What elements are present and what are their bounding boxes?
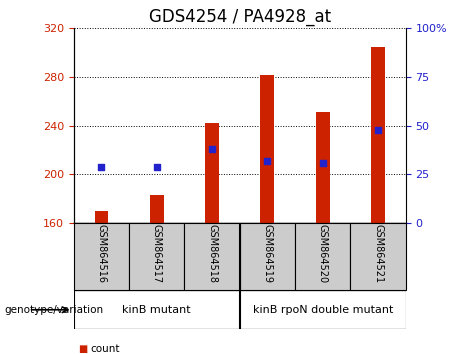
Text: kinB mutant: kinB mutant [123, 305, 191, 315]
FancyBboxPatch shape [350, 223, 406, 290]
FancyBboxPatch shape [74, 223, 129, 290]
Text: GSM864517: GSM864517 [152, 224, 162, 284]
FancyBboxPatch shape [184, 223, 240, 290]
Text: GSM864516: GSM864516 [96, 224, 106, 283]
Point [98, 164, 105, 169]
Text: genotype/variation: genotype/variation [5, 305, 104, 315]
FancyBboxPatch shape [295, 223, 350, 290]
Bar [95, 211, 108, 223]
Text: kinB rpoN double mutant: kinB rpoN double mutant [253, 305, 393, 315]
FancyBboxPatch shape [129, 223, 184, 290]
Bar [205, 123, 219, 223]
Bar [150, 195, 164, 223]
Title: GDS4254 / PA4928_at: GDS4254 / PA4928_at [148, 8, 331, 25]
Point [374, 127, 382, 132]
FancyBboxPatch shape [240, 223, 295, 290]
Bar [371, 47, 385, 223]
Text: ■: ■ [78, 344, 88, 354]
Text: GSM864520: GSM864520 [318, 224, 328, 284]
Point [319, 160, 326, 166]
Point [153, 164, 160, 169]
Text: count: count [90, 344, 119, 354]
Text: GSM864521: GSM864521 [373, 224, 383, 284]
Bar [316, 112, 330, 223]
Point [208, 146, 216, 152]
Point [264, 158, 271, 164]
Text: GSM864518: GSM864518 [207, 224, 217, 283]
Bar [260, 75, 274, 223]
Text: GSM864519: GSM864519 [262, 224, 272, 283]
